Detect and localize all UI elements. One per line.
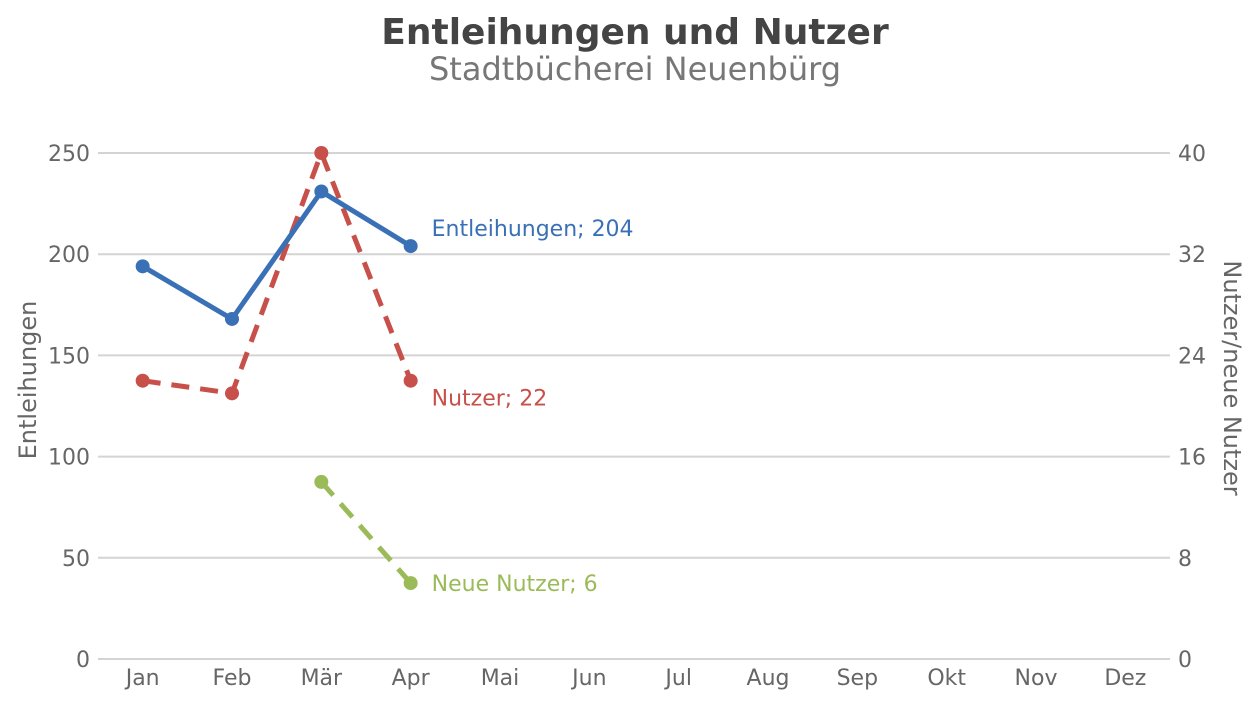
x-tick-label: Mär [301,666,343,691]
chart-title: Entleihungen und Nutzer [381,12,889,53]
y-left-tick-label: 50 [62,547,90,572]
data-point [314,474,329,489]
y-right-tick-label: 16 [1178,446,1206,471]
y-axis-left-title: Entleihungen [14,301,42,460]
y-left-tick-label: 100 [48,446,90,471]
series-line-neue-nutzer [319,480,413,585]
data-point [314,184,329,199]
data-point [135,259,150,274]
x-tick-label: Jun [570,666,606,691]
x-tick-label: Dez [1104,666,1146,691]
series-layer: Neue Nutzer; 6 Nutzer; 22 Entleihungen; 20… [135,146,634,597]
gridlines [98,152,1170,660]
x-tick-label: Okt [927,666,966,691]
y-right-tick-label: 24 [1178,344,1206,369]
chart-subtitle: Stadtbücherei Neuenbürg [429,50,841,88]
axis-ticks: 0 50 100 150 200 250 0 8 16 24 32 40 Jan Feb Mär Apr Mai… [48,142,1206,691]
y-left-tick-label: 200 [48,243,90,268]
data-label-nutzer: Nutzer; 22 [432,387,548,412]
series-line-nutzer [142,150,414,396]
data-point [314,146,329,160]
data-point [225,386,239,401]
x-tick-label: Jan [124,666,160,691]
data-point [403,576,418,591]
y-left-tick-label: 0 [76,648,90,673]
series-line-entleihungen [141,189,413,322]
data-point [135,373,150,388]
data-point [403,239,418,254]
data-label-neue-nutzer: Neue Nutzer; 6 [432,572,598,597]
y-right-tick-label: 40 [1178,142,1206,167]
data-point [403,373,418,388]
x-tick-label: Aug [747,666,790,691]
x-tick-label: Apr [392,666,431,691]
y-right-tick-label: 0 [1178,648,1192,673]
y-right-tick-label: 8 [1178,547,1192,572]
y-axis-right-title: Nutzer/neue Nutzer [1218,260,1246,495]
x-tick-label: Mai [481,666,520,691]
x-tick-label: Sep [837,666,878,691]
y-left-tick-label: 150 [48,344,90,369]
x-tick-label: Nov [1015,666,1058,691]
y-left-tick-label: 250 [48,142,90,167]
y-right-tick-label: 32 [1178,243,1206,268]
x-tick-label: Feb [213,666,252,691]
data-point [225,311,239,326]
x-tick-label: Jul [663,666,692,691]
data-label-entleihungen: Entleihungen; 204 [432,217,634,242]
